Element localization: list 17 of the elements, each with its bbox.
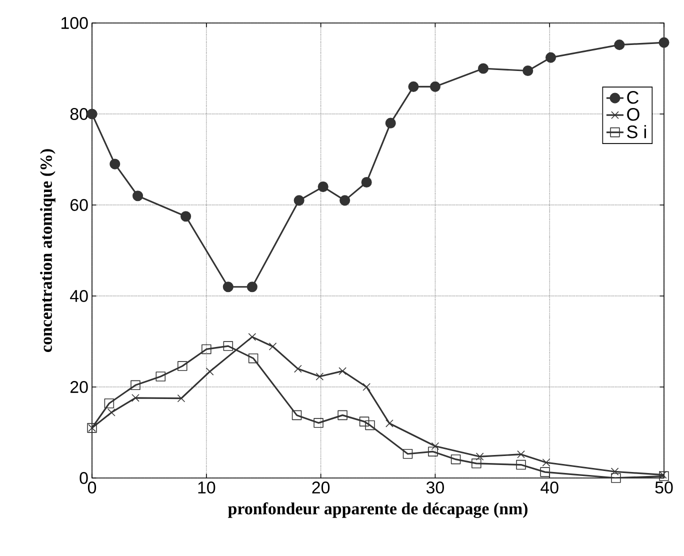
- y-tick-label: 60: [70, 198, 88, 211]
- y-tick-label: 20: [70, 380, 88, 393]
- x-tick-label: 10: [198, 482, 216, 494]
- legend-label: O: [627, 108, 640, 121]
- x-tick-label: 20: [312, 482, 330, 494]
- y-axis-title: concentration atomique (%): [40, 149, 56, 352]
- y-tick-label: 100: [62, 16, 88, 29]
- y-tick-label: 0: [80, 472, 88, 484]
- x-tick-label: 0: [88, 482, 96, 494]
- legend-label: S i: [627, 125, 646, 138]
- x-axis-title: pronfondeur apparente de décapage (nm): [228, 502, 528, 518]
- x-tick-label: 50: [655, 482, 673, 494]
- y-tick-label: 40: [70, 290, 88, 302]
- x-tick-label: 30: [426, 482, 444, 494]
- y-tick-label: 80: [70, 108, 88, 120]
- x-tick-label: 40: [540, 482, 558, 494]
- legend-label: C: [627, 91, 639, 104]
